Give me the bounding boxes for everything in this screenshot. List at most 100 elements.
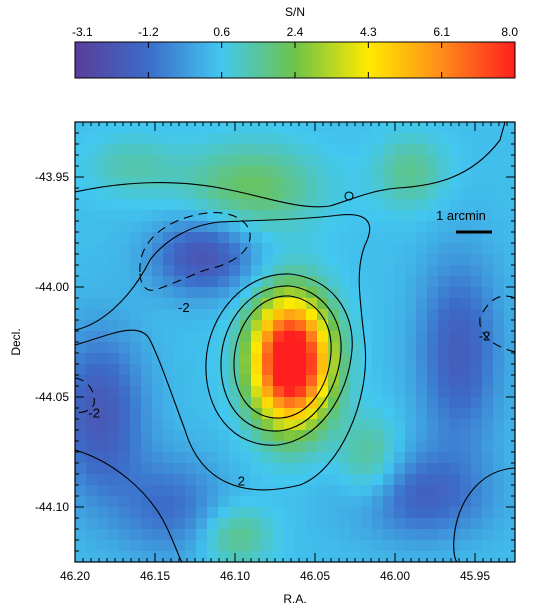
heatmap-cell <box>295 287 307 299</box>
heatmap-cell <box>152 166 164 178</box>
heatmap-cell <box>130 485 142 497</box>
heatmap-cell <box>482 375 494 387</box>
heatmap-cell <box>295 177 307 189</box>
heatmap-cell <box>163 331 175 343</box>
heatmap-cell <box>185 309 197 321</box>
heatmap-cell <box>218 441 230 453</box>
heatmap-cell <box>350 298 362 310</box>
heatmap-cell <box>75 496 87 508</box>
heatmap-cell <box>229 386 241 398</box>
heatmap-cell <box>119 452 131 464</box>
heatmap-cell <box>471 496 483 508</box>
heatmap-cell <box>207 474 219 486</box>
heatmap-cell <box>218 166 230 178</box>
heatmap-cell <box>306 507 318 519</box>
heatmap-cell <box>207 188 219 200</box>
heatmap-cell <box>262 430 274 442</box>
heatmap-cell <box>317 507 329 519</box>
heatmap-cell <box>86 331 98 343</box>
heatmap-cell <box>97 122 109 134</box>
heatmap-cell <box>207 122 219 134</box>
heatmap-cell <box>504 485 515 497</box>
heatmap-cell <box>427 463 439 475</box>
heatmap-cell <box>350 199 362 211</box>
heatmap-cell <box>295 133 307 145</box>
heatmap-cell <box>493 364 505 376</box>
heatmap-cell <box>372 331 384 343</box>
heatmap-cell <box>119 254 131 266</box>
heatmap-cell <box>482 122 494 134</box>
heatmap-cell <box>350 496 362 508</box>
heatmap-cell <box>405 199 417 211</box>
y-tick-label: -44.05 <box>35 390 69 404</box>
heatmap-cell <box>438 540 450 552</box>
heatmap-cell <box>427 529 439 541</box>
heatmap-cell <box>75 463 87 475</box>
heatmap-cell <box>328 122 340 134</box>
heatmap-cell <box>460 540 472 552</box>
heatmap-cell <box>416 518 428 530</box>
colorbar-tick-labels: -3.1 -1.2 0.6 2.4 4.3 6.1 8.0 <box>72 25 518 39</box>
heatmap-cell <box>306 309 318 321</box>
x-axis: 46.20 46.15 46.10 46.05 46.00 45.95 <box>60 122 490 583</box>
heatmap-cell <box>405 155 417 167</box>
heatmap-cell <box>284 518 296 530</box>
heatmap-cell <box>482 199 494 211</box>
heatmap-cell <box>218 342 230 354</box>
heatmap-cell <box>328 386 340 398</box>
heatmap-cell <box>449 496 461 508</box>
heatmap-cell <box>119 397 131 409</box>
heatmap-cell <box>262 408 274 420</box>
heatmap-cell <box>493 507 505 519</box>
heatmap-cell <box>350 342 362 354</box>
heatmap-cell <box>75 485 87 497</box>
heatmap-cell <box>207 364 219 376</box>
heatmap-cell <box>284 177 296 189</box>
heatmap-cell <box>295 397 307 409</box>
heatmap-cell <box>504 221 515 233</box>
heatmap-cell <box>394 540 406 552</box>
heatmap-cell <box>141 551 153 562</box>
heatmap-cell <box>416 320 428 332</box>
heatmap-cell <box>97 540 109 552</box>
heatmap-cell <box>262 540 274 552</box>
heatmap-cell <box>383 375 395 387</box>
heatmap-cell <box>185 122 197 134</box>
heatmap-cell <box>361 485 373 497</box>
heatmap-cell <box>284 331 296 343</box>
heatmap-cell <box>383 529 395 541</box>
colorbar-tick-label: -1.2 <box>138 25 159 39</box>
heatmap-cell <box>141 419 153 431</box>
heatmap-cell <box>383 430 395 442</box>
heatmap-cell <box>273 298 285 310</box>
heatmap-cell <box>317 188 329 200</box>
heatmap-cell <box>306 386 318 398</box>
heatmap-cell <box>284 122 296 134</box>
heatmap-cell <box>394 287 406 299</box>
heatmap-cell <box>339 551 351 562</box>
heatmap-cell <box>427 342 439 354</box>
heatmap-cell <box>185 452 197 464</box>
heatmap-cell <box>273 430 285 442</box>
heatmap-cell <box>130 386 142 398</box>
heatmap-cell <box>372 452 384 464</box>
heatmap-cell <box>372 265 384 277</box>
heatmap-cell <box>328 188 340 200</box>
heatmap-cell <box>119 320 131 332</box>
heatmap-cell <box>438 177 450 189</box>
heatmap-cell <box>174 210 186 222</box>
heatmap-cell <box>361 221 373 233</box>
heatmap-cell <box>152 155 164 167</box>
heatmap-cell <box>163 408 175 420</box>
heatmap-cell <box>262 474 274 486</box>
heatmap-cell <box>449 199 461 211</box>
heatmap-cell <box>251 452 263 464</box>
heatmap-cell <box>75 364 87 376</box>
heatmap-cell <box>394 463 406 475</box>
heatmap-cell <box>427 133 439 145</box>
heatmap-cell <box>251 353 263 365</box>
heatmap-cell <box>185 474 197 486</box>
heatmap-cell <box>273 419 285 431</box>
heatmap-cell <box>152 507 164 519</box>
heatmap-cell <box>97 353 109 365</box>
